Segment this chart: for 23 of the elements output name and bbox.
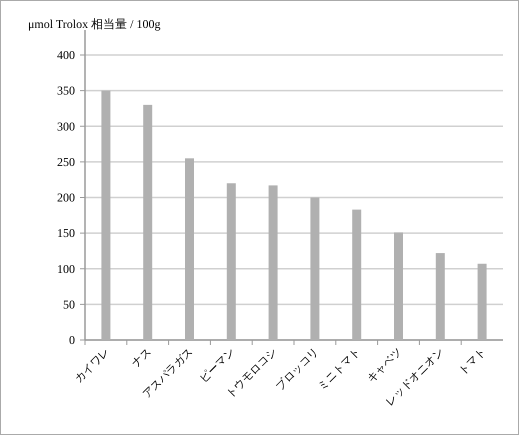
y-tick-label: 300 <box>57 119 75 134</box>
bar <box>478 264 487 340</box>
x-tick-label: カイワレ <box>72 346 112 386</box>
bar <box>226 183 236 340</box>
y-tick-label: 0 <box>69 333 75 347</box>
y-tick-label: 100 <box>57 262 75 276</box>
x-tick-label: トマト <box>456 346 488 378</box>
bar <box>143 104 152 340</box>
bar <box>185 158 194 340</box>
bar <box>394 232 403 340</box>
bar <box>436 253 445 340</box>
y-tick-label: 50 <box>63 297 75 312</box>
y-axis-title: μmol Trolox 相当量 / 100g <box>28 17 160 31</box>
y-tick-label: 250 <box>57 154 75 169</box>
y-tick-label: 200 <box>57 190 75 204</box>
bar <box>101 90 110 340</box>
x-tick-label: ナス <box>130 346 154 370</box>
y-tick-label: 350 <box>57 84 75 98</box>
bar <box>352 210 362 340</box>
y-tick-label: 400 <box>57 48 75 62</box>
bar <box>310 198 320 340</box>
bar <box>268 185 278 340</box>
y-tick-label: 150 <box>57 226 75 240</box>
